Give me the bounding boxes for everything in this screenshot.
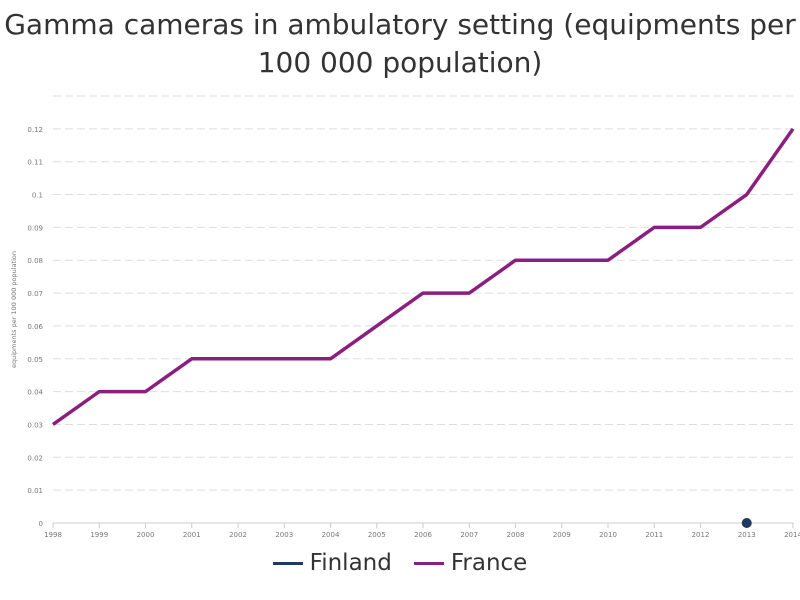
legend-label-france: France bbox=[450, 550, 528, 576]
y-axis-label: equipments per 100 000 population bbox=[10, 251, 18, 368]
x-tick-label: 2005 bbox=[368, 531, 386, 539]
x-tick-label: 2009 bbox=[553, 531, 571, 539]
series-line-france bbox=[51, 127, 795, 426]
x-tick-label: 2002 bbox=[229, 531, 247, 539]
legend-item-finland[interactable]: Finland bbox=[272, 550, 392, 576]
x-tick-label: 2003 bbox=[275, 531, 293, 539]
legend-item-france[interactable]: France bbox=[413, 550, 528, 576]
x-tick-label: 2006 bbox=[414, 531, 432, 539]
y-tick-label: 0.03 bbox=[27, 421, 43, 429]
line-chart: 0 0.01 0.02 0.03 0.04 0.05 0.06 0.07 0.08 0.09 0.1… bbox=[10, 95, 800, 539]
x-tick-label: 2012 bbox=[692, 531, 710, 539]
x-tick-label: 1999 bbox=[90, 531, 108, 539]
y-tick-label: 0.05 bbox=[27, 356, 43, 364]
y-tick-label: 0.11 bbox=[27, 159, 43, 167]
x-tick-label: 1998 bbox=[44, 531, 62, 539]
x-tick-label: 2007 bbox=[460, 531, 478, 539]
y-tick-label: 0.08 bbox=[27, 257, 43, 265]
y-tick-label: 0 bbox=[39, 520, 43, 528]
x-tick-label: 2014 bbox=[784, 531, 800, 539]
x-tick-label: 2000 bbox=[137, 531, 155, 539]
y-tick-label: 0.04 bbox=[27, 389, 43, 397]
x-tick-label: 2010 bbox=[599, 531, 617, 539]
y-tick-label: 0.06 bbox=[27, 323, 43, 331]
data-point-finland bbox=[741, 518, 752, 528]
legend: Finland France bbox=[0, 550, 800, 576]
x-tick-label: 2001 bbox=[183, 531, 201, 539]
legend-swatch-france bbox=[413, 561, 444, 565]
y-tick-label: 0.12 bbox=[27, 126, 43, 134]
y-tick-label: 0.09 bbox=[27, 224, 43, 232]
y-tick-label: 0.07 bbox=[27, 290, 43, 298]
chart-title: Gamma cameras in ambulatory setting (equ… bbox=[4, 8, 796, 79]
y-tick-label: 0.1 bbox=[32, 192, 43, 200]
legend-swatch-finland bbox=[272, 561, 303, 565]
x-tick-label: 2004 bbox=[322, 531, 340, 539]
x-tick-label: 2011 bbox=[645, 531, 663, 539]
legend-label-finland: Finland bbox=[309, 550, 392, 576]
x-tick-label: 2013 bbox=[738, 531, 756, 539]
y-tick-label: 0.01 bbox=[27, 487, 43, 495]
y-tick-label: 0.02 bbox=[27, 454, 43, 462]
x-tick-label: 2008 bbox=[507, 531, 525, 539]
